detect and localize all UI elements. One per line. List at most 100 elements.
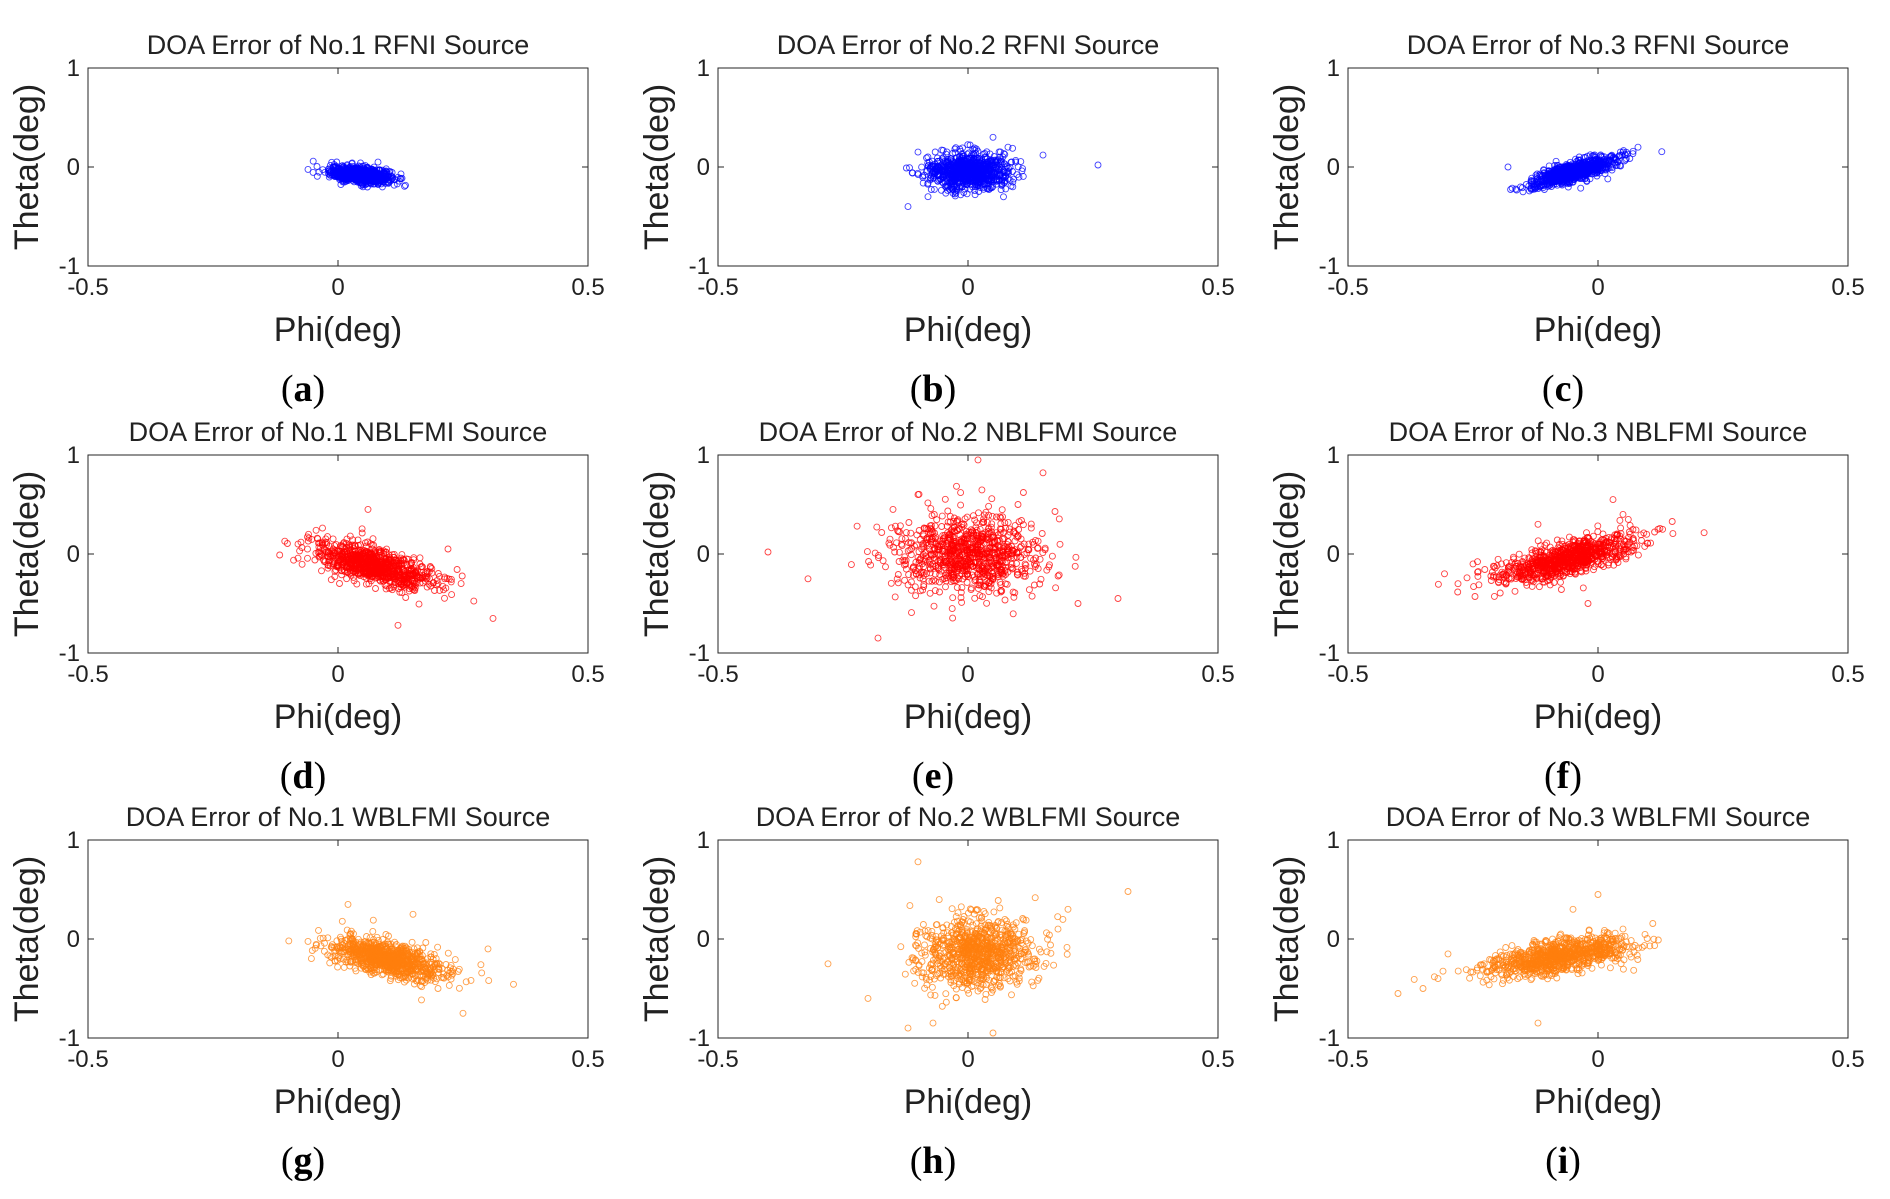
data-point (352, 165, 360, 173)
data-point (364, 169, 372, 177)
data-point (964, 565, 972, 573)
data-point (1586, 162, 1594, 170)
data-point (1592, 552, 1600, 560)
data-point (366, 174, 374, 182)
data-point (979, 173, 987, 181)
data-point (953, 170, 961, 177)
data-point (948, 169, 956, 177)
data-point (345, 171, 353, 179)
data-point (376, 568, 384, 576)
data-point (355, 169, 363, 177)
data-point (379, 174, 387, 182)
data-point (1025, 546, 1033, 554)
data-point (372, 585, 379, 592)
data-point (1558, 166, 1566, 174)
data-point (392, 559, 400, 567)
data-point (956, 166, 964, 174)
data-point (360, 172, 368, 179)
data-point (1577, 163, 1585, 170)
data-point (1629, 147, 1637, 155)
data-point (341, 169, 349, 177)
data-point (972, 166, 980, 174)
data-point (966, 549, 974, 557)
data-point (1028, 592, 1036, 600)
data-point (373, 171, 380, 179)
data-point (349, 169, 356, 177)
data-point (348, 170, 356, 178)
data-point (1585, 167, 1593, 175)
data-point (941, 164, 949, 172)
data-point (977, 175, 985, 183)
data-point (1549, 549, 1557, 557)
data-point (958, 551, 966, 559)
data-point (907, 578, 915, 586)
data-point (1592, 156, 1600, 163)
data-point (391, 578, 399, 586)
data-point (1562, 168, 1570, 176)
data-point (938, 167, 946, 175)
y-tick-label: 0 (67, 154, 80, 181)
data-point (1573, 166, 1581, 174)
data-point (1020, 572, 1028, 580)
data-point (1556, 164, 1564, 172)
data-point (947, 162, 955, 170)
data-point (1564, 544, 1572, 552)
data-point (936, 537, 944, 545)
data-point (995, 552, 1003, 560)
data-point (985, 549, 993, 556)
data-point (356, 171, 364, 179)
y-tick-label: 1 (697, 442, 710, 469)
data-point (351, 556, 359, 564)
data-point (1591, 169, 1599, 177)
data-point (1580, 536, 1588, 544)
data-point (957, 538, 965, 546)
data-point (396, 578, 404, 586)
data-point (382, 172, 390, 180)
data-point (359, 170, 367, 178)
data-point (984, 553, 992, 561)
data-point (339, 177, 347, 185)
data-point (937, 567, 945, 575)
data-point (380, 577, 388, 585)
data-point (1580, 162, 1588, 170)
data-point (964, 170, 972, 178)
data-point (363, 174, 371, 182)
data-point (956, 572, 964, 580)
data-point (1001, 177, 1009, 185)
data-point (896, 528, 904, 536)
data-point (1620, 147, 1628, 155)
data-point (939, 156, 947, 164)
data-point (342, 169, 350, 177)
data-point (930, 185, 938, 193)
data-point (359, 564, 367, 572)
data-point (941, 166, 949, 174)
data-point (1559, 169, 1567, 177)
data-point (957, 562, 965, 569)
data-point (1580, 166, 1588, 174)
data-point (969, 535, 977, 543)
data-point (1546, 173, 1554, 181)
data-point (918, 163, 926, 171)
data-point (359, 549, 367, 557)
data-point (957, 172, 965, 180)
data-point (1562, 172, 1570, 180)
data-point (944, 158, 952, 166)
data-point (970, 549, 977, 557)
data-point (372, 172, 380, 180)
data-point (352, 168, 360, 176)
data-point (960, 162, 968, 170)
data-point (371, 168, 379, 176)
data-point (373, 170, 381, 177)
data-point (955, 524, 962, 532)
data-point (1579, 158, 1587, 166)
data-point (930, 554, 938, 562)
data-point (401, 182, 408, 190)
data-point (1566, 558, 1574, 566)
data-point (353, 173, 361, 181)
data-point (1576, 159, 1583, 167)
data-point (1554, 168, 1562, 176)
data-point (1616, 553, 1624, 561)
data-point (389, 570, 397, 578)
data-point (983, 160, 991, 167)
data-point (382, 555, 390, 563)
